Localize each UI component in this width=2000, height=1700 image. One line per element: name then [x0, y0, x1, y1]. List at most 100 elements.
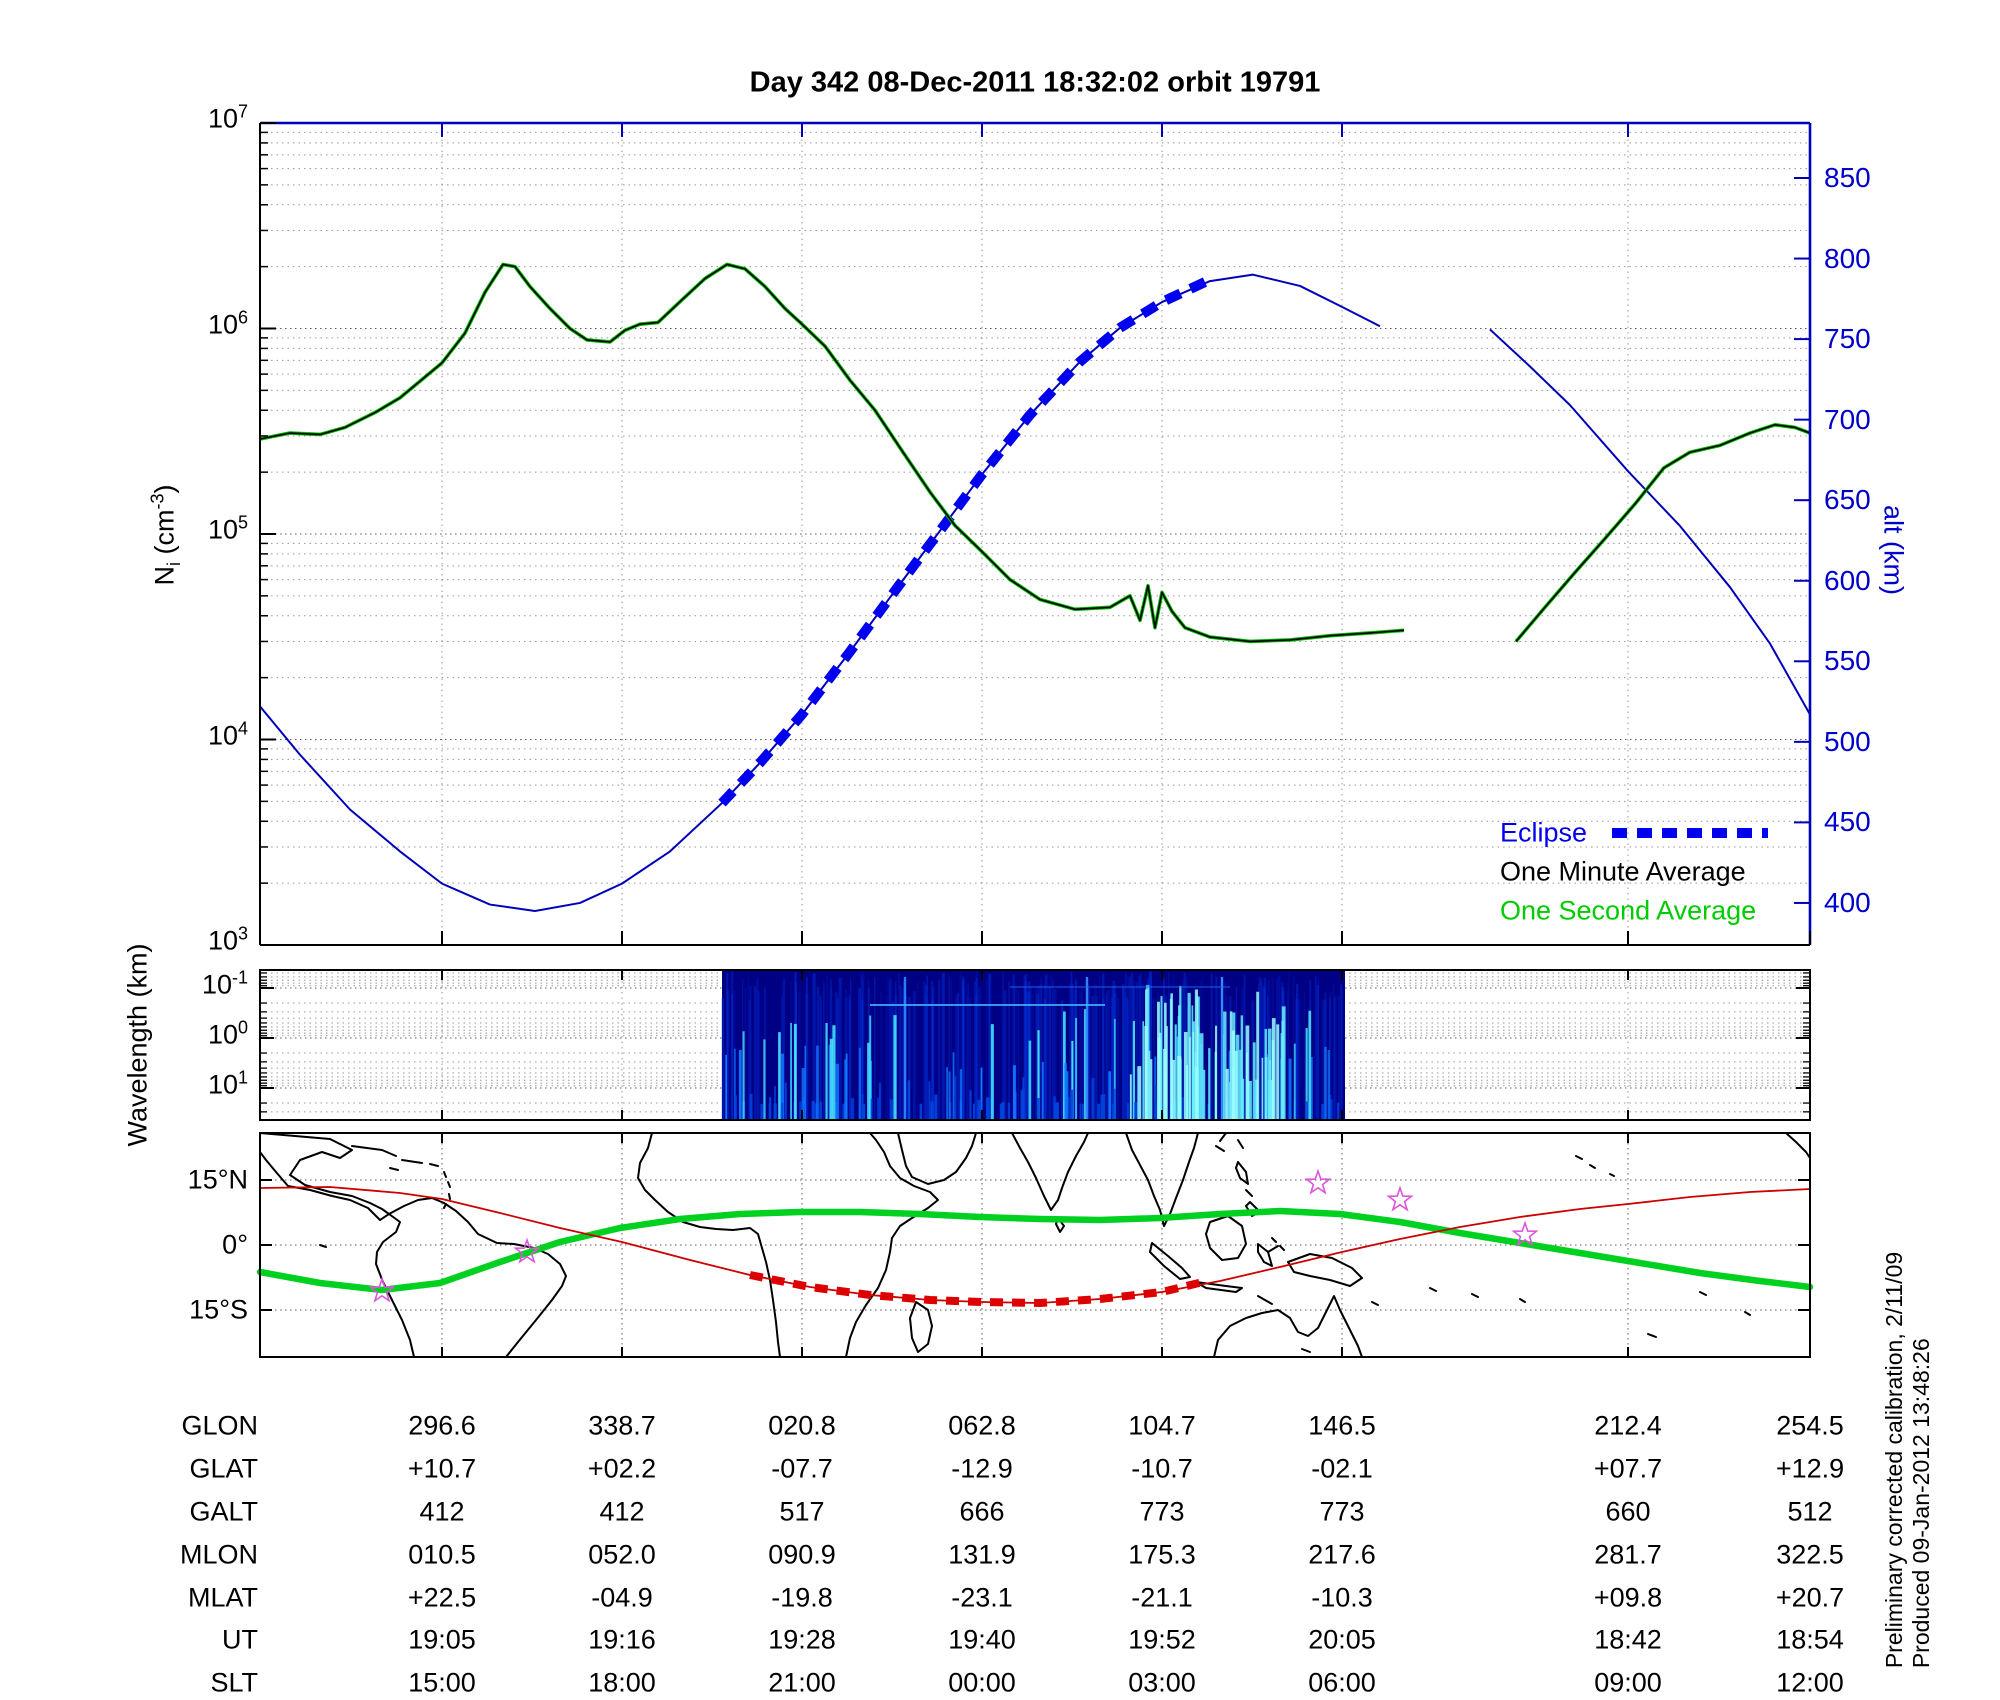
- star-marker: [1511, 1220, 1539, 1247]
- table-row-label-mlon: MLON: [179, 1539, 258, 1570]
- table-value-glon-6: 212.4: [1594, 1410, 1662, 1441]
- table-value-mlon-4: 175.3: [1128, 1539, 1196, 1570]
- table-row-label-glat: GLAT: [189, 1453, 258, 1484]
- gridlines: [260, 123, 1810, 1357]
- data-series: [256, 262, 1814, 1307]
- table-value-ut-3: 19:40: [948, 1624, 1016, 1655]
- table-value-galt-6: 660: [1605, 1496, 1651, 1527]
- alt-tick-label: 850: [1824, 162, 1871, 193]
- table-value-galt-3: 666: [959, 1496, 1005, 1527]
- world-map: [259, 1132, 1811, 1358]
- alt-tick-label: 550: [1824, 645, 1871, 677]
- table-value-mlon-3: 131.9: [948, 1539, 1016, 1570]
- ni-tick-label: 104: [207, 718, 248, 750]
- table-value-galt-5: 773: [1319, 1496, 1365, 1527]
- legend-item-eclipse: Eclipse: [1500, 817, 1588, 848]
- table-value-ut-7: 18:54: [1776, 1624, 1844, 1655]
- coastline: [259, 1132, 1811, 1358]
- table-value-ut-5: 20:05: [1308, 1624, 1376, 1655]
- table-value-galt-1: 412: [599, 1496, 645, 1527]
- table-value-glat-3: -12.9: [951, 1453, 1013, 1484]
- table-value-slt-3: 00:00: [948, 1667, 1016, 1698]
- wavelength-axis-label: Wavelength (km): [122, 943, 153, 1147]
- table-value-ut-4: 19:52: [1128, 1624, 1196, 1655]
- star-marker: [1386, 1185, 1414, 1212]
- table-value-glon-7: 254.5: [1776, 1410, 1844, 1441]
- table-value-slt-4: 03:00: [1128, 1667, 1196, 1698]
- wavelength-tick-label: 100: [207, 1017, 248, 1050]
- table-value-galt-0: 412: [419, 1496, 465, 1527]
- table-value-slt-6: 09:00: [1594, 1667, 1662, 1698]
- ni-label-base: N: [149, 566, 180, 586]
- table-value-mlon-7: 322.5: [1776, 1539, 1844, 1570]
- table-value-mlat-1: -04.9: [591, 1582, 653, 1613]
- alt-tick-label: 800: [1824, 242, 1871, 274]
- table-value-mlat-4: -21.1: [1131, 1582, 1193, 1613]
- table-value-mlon-1: 052.0: [588, 1539, 656, 1570]
- legend-item-one-second: One Second Average: [1500, 895, 1757, 926]
- table-value-glon-5: 146.5: [1308, 1410, 1376, 1441]
- table-value-glat-5: -02.1: [1311, 1453, 1373, 1484]
- table-value-mlon-5: 217.6: [1308, 1539, 1376, 1570]
- table-value-mlon-2: 090.9: [768, 1539, 836, 1570]
- table-value-glat-7: +12.9: [1775, 1453, 1845, 1484]
- legend-item-one-minute: One Minute Average: [1500, 856, 1746, 887]
- map-lat-label: 0°: [222, 1229, 248, 1260]
- wavelength-tick-label: 10-1: [201, 967, 248, 1000]
- ni-label-sub: i: [163, 562, 184, 566]
- side-annotation-line1: Preliminary corrected calibration, 2/11/…: [1881, 1251, 1907, 1669]
- map-lat-label: 15°S: [189, 1294, 248, 1325]
- side-annotation-line2: Produced 09-Jan-2012 13:48:26: [1908, 1338, 1934, 1669]
- alt-tick-label: 650: [1824, 484, 1871, 516]
- alt-tick-label: 400: [1824, 886, 1871, 918]
- ni-tick-label: 105: [207, 512, 248, 545]
- ni-label-mid: (cm: [149, 509, 180, 562]
- plot-title: Day 342 08-Dec-2011 18:32:02 orbit 19791: [749, 66, 1321, 99]
- table-value-slt-2: 21:00: [768, 1667, 836, 1698]
- side-annotation: Preliminary corrected calibration, 2/11/…: [1881, 1252, 1935, 1668]
- table-value-ut-1: 19:16: [588, 1624, 656, 1655]
- table-value-glat-2: -07.7: [771, 1453, 833, 1484]
- table-value-glon-3: 062.8: [948, 1410, 1016, 1441]
- map-lat-label: 15°N: [187, 1164, 248, 1195]
- table-value-galt-7: 512: [1787, 1496, 1833, 1527]
- ni-tick-label: 103: [207, 923, 248, 956]
- alt-tick-label: 600: [1824, 564, 1871, 596]
- table-row-label-galt: GALT: [189, 1496, 258, 1527]
- axis-ticks: [260, 122, 1811, 1357]
- star-marker: [1304, 1168, 1332, 1195]
- table-value-galt-4: 773: [1139, 1496, 1185, 1527]
- table-row-label-glon: GLON: [181, 1410, 258, 1441]
- table-value-mlat-0: +22.5: [407, 1582, 477, 1613]
- table-value-glon-2: 020.8: [768, 1410, 836, 1441]
- table-row-label-mlat: MLAT: [187, 1582, 258, 1613]
- ni-tick-label: 106: [207, 307, 248, 339]
- table-value-glat-4: -10.7: [1131, 1453, 1193, 1484]
- table-row-label-ut: UT: [222, 1624, 258, 1655]
- table-value-mlat-7: +20.7: [1775, 1582, 1845, 1613]
- table-value-mlat-5: -10.3: [1311, 1582, 1373, 1613]
- star-marker: [513, 1237, 541, 1264]
- table-value-glat-0: +10.7: [407, 1453, 477, 1484]
- table-value-mlon-0: 010.5: [408, 1539, 476, 1570]
- table-value-glat-1: +02.2: [587, 1453, 657, 1484]
- table-value-slt-5: 06:00: [1308, 1667, 1376, 1698]
- alt-tick-label: 700: [1824, 403, 1871, 435]
- table-value-mlat-2: -19.8: [771, 1582, 833, 1613]
- alt-tick-label: 450: [1824, 806, 1871, 838]
- table-value-ut-0: 19:05: [408, 1624, 476, 1655]
- ni-axis-label: Ni (cm-3): [148, 485, 184, 586]
- table-value-glon-4: 104.7: [1128, 1410, 1196, 1441]
- table-value-mlon-6: 281.7: [1594, 1539, 1662, 1570]
- wavelength-spectrogram: [721, 971, 1345, 1119]
- table-value-slt-0: 15:00: [408, 1667, 476, 1698]
- star-marker: [368, 1276, 396, 1303]
- table-value-ut-6: 18:42: [1594, 1624, 1662, 1655]
- alt-tick-label: 500: [1824, 725, 1871, 757]
- table-row-label-slt: SLT: [210, 1667, 258, 1698]
- wavelength-tick-label: 101: [207, 1067, 248, 1100]
- table-value-glat-6: +07.7: [1593, 1453, 1663, 1484]
- alt-tick-label: 750: [1824, 323, 1871, 355]
